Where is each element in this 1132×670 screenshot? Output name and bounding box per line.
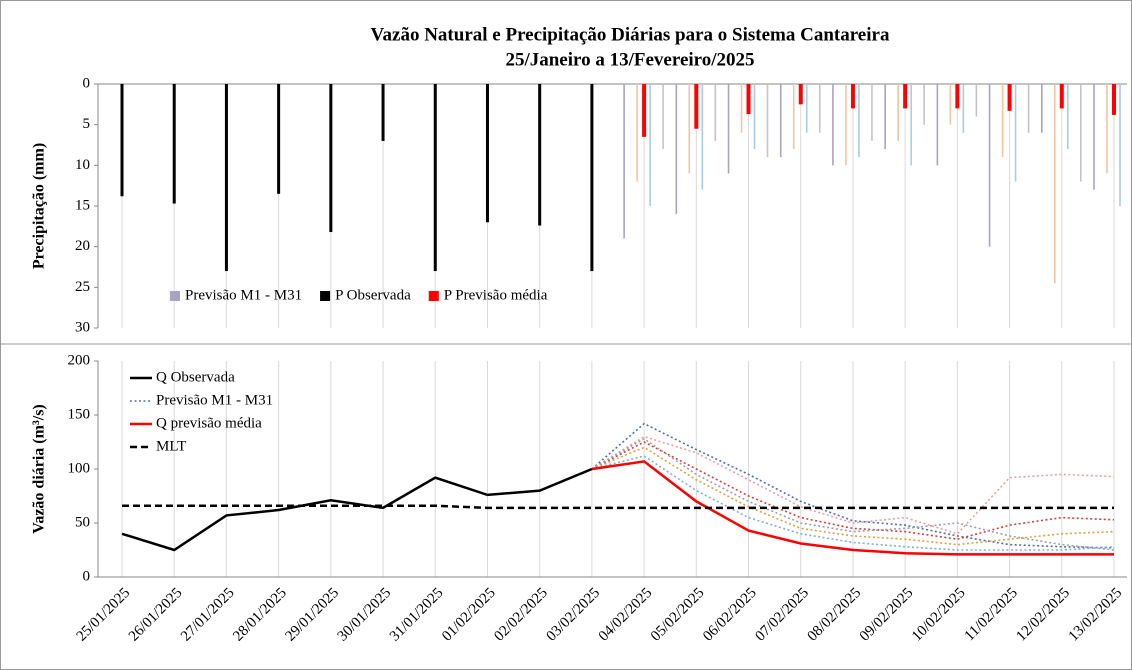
bar: [975, 84, 978, 117]
bar: [936, 84, 939, 166]
bar: [818, 84, 821, 133]
bar: [805, 84, 808, 133]
legend-label: P Observada: [335, 287, 411, 303]
bar: [903, 84, 908, 109]
bar: [884, 84, 886, 150]
legend-label: Previsão M1 - M31: [156, 392, 273, 408]
bar: [329, 84, 333, 233]
y-tick-label: 200: [68, 352, 91, 368]
bar: [910, 84, 912, 166]
bar: [850, 84, 855, 109]
legend-swatch: [320, 291, 331, 301]
bar: [120, 84, 124, 197]
bar: [766, 84, 769, 158]
bar: [1112, 84, 1116, 115]
legend-label: P Previsão média: [444, 287, 548, 303]
bar: [277, 84, 281, 194]
bar: [727, 84, 730, 174]
bar: [779, 84, 782, 158]
bar: [662, 84, 664, 150]
y-tick-label: 10: [75, 157, 90, 173]
bar: [845, 84, 847, 166]
line: [591, 446, 1115, 546]
y-axis-title: Vazão diária (m³/s): [31, 404, 48, 534]
bar: [172, 84, 176, 204]
bar: [381, 84, 385, 141]
y-tick-label: 100: [68, 460, 91, 476]
bar: [1053, 84, 1056, 284]
y-tick-label: 5: [83, 116, 91, 132]
y-tick-label: 15: [75, 197, 90, 213]
line: [591, 460, 1114, 556]
bar: [224, 84, 228, 272]
bar: [1001, 84, 1004, 158]
chart-subtitle: 25/Janeiro a 13/Fevereiro/2025: [505, 49, 754, 70]
line: [591, 422, 1115, 549]
bar: [1079, 84, 1082, 182]
bar: [649, 84, 651, 206]
y-tick-label: 0: [83, 568, 91, 584]
bar: [590, 84, 594, 272]
y-tick-label: 0: [83, 75, 91, 91]
bar: [798, 84, 803, 105]
line: [121, 467, 593, 552]
bar: [740, 84, 743, 133]
bar: [675, 84, 678, 215]
bar: [1066, 84, 1069, 150]
bar: [636, 84, 638, 182]
bar: [897, 84, 899, 141]
bar: [955, 84, 960, 109]
bar: [962, 84, 965, 133]
bar: [988, 84, 991, 247]
bar: [701, 84, 704, 190]
legend-swatch: [170, 291, 180, 301]
y-tick-label: 20: [75, 238, 90, 254]
legend-swatch: [428, 291, 439, 301]
y-axis-title: Precipitação (mm): [31, 143, 48, 269]
bar: [485, 84, 489, 223]
bar: [792, 84, 795, 150]
bar: [688, 84, 691, 174]
legend-label: Q Observada: [156, 369, 235, 385]
bar: [858, 84, 860, 158]
line: [122, 504, 1114, 510]
bar: [433, 84, 437, 272]
bar: [623, 84, 625, 239]
bar: [949, 84, 952, 125]
y-tick-label: 30: [75, 319, 90, 335]
bar: [714, 84, 717, 141]
line: [591, 455, 1115, 551]
bar: [1093, 84, 1095, 190]
bar: [1007, 84, 1012, 111]
bar: [694, 84, 699, 129]
bar: [642, 84, 647, 137]
bar: [1106, 84, 1108, 174]
bar: [1059, 84, 1064, 109]
bar: [1119, 84, 1121, 206]
legend-label: MLT: [156, 438, 186, 454]
bar: [1027, 84, 1030, 133]
bar: [746, 84, 751, 115]
bar: [832, 84, 834, 166]
bar: [753, 84, 756, 150]
y-tick-label: 150: [68, 406, 91, 422]
bar: [1040, 84, 1043, 133]
chart-title: Vazão Natural e Precipitação Diárias par…: [371, 24, 890, 45]
bar: [1014, 84, 1017, 182]
legend-label: Q previsão média: [156, 415, 262, 431]
bar: [871, 84, 873, 141]
y-tick-label: 25: [75, 279, 90, 295]
y-tick-label: 50: [75, 514, 90, 530]
bar: [538, 84, 542, 226]
legend-label: Previsão M1 - M31: [185, 287, 302, 303]
bar: [923, 84, 925, 125]
line: [591, 435, 1115, 535]
